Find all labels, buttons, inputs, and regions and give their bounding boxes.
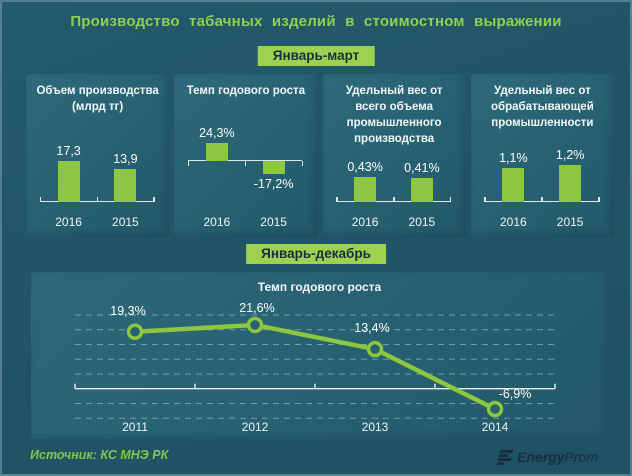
bar-2016 [354, 177, 377, 202]
bar-2015 [114, 169, 137, 202]
axis-tick [39, 197, 42, 202]
axis-tick [187, 161, 190, 166]
x-axis-category-label: 2011 [122, 420, 148, 434]
axis-tick [153, 197, 155, 202]
data-point-label: 13,4% [354, 321, 389, 335]
axis-tick [96, 197, 98, 202]
page-title: Производство табачных изделий в стоимост… [70, 13, 562, 30]
energyprom-logo-text: EnergyProm [517, 449, 598, 465]
logo-text-bold: Energy [517, 449, 565, 465]
period-badge-jan-mar: Январь-март [257, 46, 375, 66]
axis-tick [301, 161, 304, 166]
axis-tick [598, 197, 600, 202]
mini-bar-chart-annual-growth: 24,3% 2016 -17,2% 2015 [174, 74, 317, 237]
bar-2016 [57, 161, 80, 202]
mini-bar-chart-manufacturing-share: 1,1% 2016 1,2% 2015 [471, 74, 614, 237]
panel-title: Удельный вес от всего объема промышленно… [345, 85, 443, 146]
bar-category-label: 2015 [260, 215, 287, 229]
bar-2015 [262, 161, 285, 174]
panel-title: Удельный вес от обрабатывающей промышлен… [490, 85, 594, 130]
kpi-panels-row: Объем производства (млрд тг) 17,3 2016 13,… [26, 74, 614, 237]
bar-category-label: 2016 [499, 215, 527, 229]
panel-share-of-manufacturing: Удельный вес от обрабатывающей промышлен… [470, 74, 614, 237]
line-chart-panel: Темп годового роста 19,3% 21,6% 13,4% -6,9%… [31, 272, 608, 439]
bar-category-label: 2016 [203, 215, 231, 229]
bar-value-label: -17,2% [253, 177, 294, 191]
bar-value-label: 1,2% [555, 148, 585, 162]
panel-share-of-industrial-production: Удельный вес от всего объема промышленно… [322, 74, 466, 237]
bar-category-label: 2016 [55, 215, 82, 229]
panel-production-volume: Объем производства (млрд тг) 17,3 2016 13,… [26, 74, 170, 237]
source-note: Источник: КС МНЭ РК [30, 448, 169, 462]
bar-category-label: 2015 [112, 215, 139, 229]
panel-title: Темп годового роста [186, 85, 306, 97]
data-point-marker [126, 323, 144, 341]
line-chart: 19,3% 21,6% 13,4% -6,9% 2011 2012 2013 2014 [74, 301, 556, 434]
x-axis-category-label: 2014 [482, 420, 509, 434]
energyprom-logo: EnergyProm [496, 448, 598, 466]
axis-tick [484, 197, 486, 202]
axis-tick [449, 197, 452, 202]
panel-title: Объем производства (млрд тг) [36, 85, 159, 114]
bar-value-label: 0,41% [404, 161, 440, 175]
bar-category-label: 2016 [351, 215, 379, 229]
axis-tick [336, 197, 338, 202]
bar-category-label: 2015 [556, 215, 584, 229]
data-point-marker [246, 316, 264, 334]
x-axis-category-label: 2013 [362, 420, 389, 434]
period-badge-jan-dec: Январь-декабрь [246, 244, 386, 264]
bar-2015 [559, 165, 582, 202]
bar-2015 [410, 178, 433, 202]
bar-value-label: 1,1% [499, 151, 528, 165]
data-point-label: 21,6% [239, 301, 274, 315]
data-point-label: -6,9% [499, 387, 532, 401]
bar-2016 [205, 143, 228, 161]
axis-tick [244, 161, 247, 166]
mini-chart-axis [188, 160, 303, 161]
growth-rate-line [132, 322, 498, 412]
mini-bar-chart-production-volume: 17,3 2016 13,9 2015 [26, 74, 169, 237]
data-point-marker [486, 400, 504, 418]
data-point-label: 19,3% [110, 304, 145, 318]
axis-tick [541, 197, 543, 202]
logo-text-regular: Prom [564, 449, 598, 465]
panel-annual-growth-rate: Темп годового роста 24,3% 2016 -17,2% 2015 [174, 74, 318, 237]
energyprom-logo-icon [496, 450, 514, 465]
bar-category-label: 2015 [408, 215, 436, 229]
bar-value-label: 0,43% [347, 160, 383, 174]
axis-tick [393, 197, 395, 202]
line-chart-title: Темп годового роста [257, 280, 382, 294]
bar-2016 [502, 168, 525, 202]
mini-bar-chart-industrial-share: 0,43% 2016 0,41% 2015 [323, 74, 466, 237]
bar-value-label: 17,3 [56, 144, 81, 158]
bar-value-label: 24,3% [199, 126, 235, 140]
data-point-marker [366, 340, 384, 358]
x-axis-category-label: 2012 [242, 420, 269, 434]
bar-value-label: 13,9 [113, 152, 138, 166]
